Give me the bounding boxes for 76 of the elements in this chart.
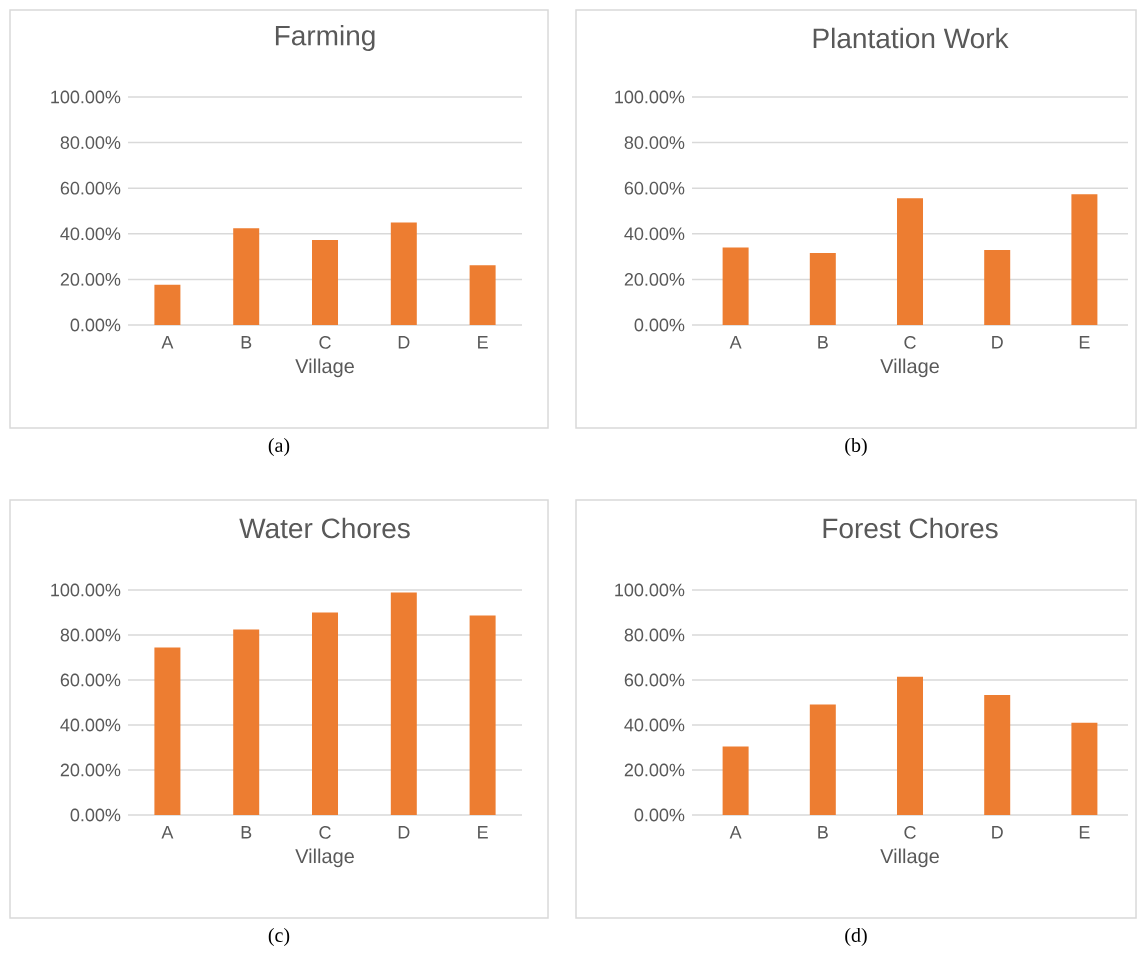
y-tick-label: 0.00%	[634, 318, 685, 332]
x-tick-label: E	[1079, 336, 1090, 349]
bar	[469, 615, 496, 816]
x-tick-label: C	[904, 336, 916, 349]
x-tick-label: B	[818, 826, 828, 839]
bar	[390, 222, 417, 326]
bar	[809, 253, 836, 326]
x-tick-label: D	[992, 336, 1003, 349]
x-tick-label: A	[161, 826, 174, 839]
y-tick-label: 100.00%	[615, 90, 685, 104]
x-tick-label: B	[241, 336, 252, 349]
text: (c)	[268, 928, 290, 947]
x-tick-label: E	[478, 826, 488, 839]
chart-title: Water Chores	[239, 517, 410, 539]
bar	[1071, 194, 1098, 326]
y-tick-label: 40.00%	[624, 718, 685, 732]
y-tick-label: 40.00%	[60, 718, 121, 732]
x-tick-label: D	[398, 826, 410, 839]
x-tick-label: A	[729, 336, 742, 349]
x-axis-title: Village	[880, 358, 939, 378]
y-tick-label: 20.00%	[60, 273, 121, 286]
y-tick-label: 40.00%	[624, 227, 685, 241]
text: (a)	[268, 438, 290, 457]
y-tick-label: 80.00%	[60, 136, 121, 150]
bar	[722, 247, 749, 326]
y-tick-label: 100.00%	[51, 583, 121, 597]
y-tick-label: 80.00%	[60, 628, 121, 642]
x-tick-label: C	[319, 336, 331, 349]
x-tick-label: A	[729, 826, 742, 839]
chart-title: Plantation Work	[813, 27, 1009, 49]
x-axis-title: Village	[880, 848, 939, 868]
y-tick-label: 100.00%	[51, 90, 121, 104]
bar	[897, 676, 924, 816]
y-tick-label: 60.00%	[624, 181, 685, 195]
chart-title: Farming	[275, 25, 375, 52]
y-tick-label: 60.00%	[60, 673, 121, 687]
x-tick-label: A	[161, 336, 174, 349]
bar	[154, 647, 181, 816]
x-tick-label: B	[241, 826, 252, 839]
y-tick-label: 0.00%	[634, 808, 685, 822]
bar	[312, 612, 339, 816]
chart-title: Forest Chores	[823, 517, 998, 539]
x-axis-title: Village	[295, 848, 354, 868]
y-tick-label: 80.00%	[624, 628, 685, 642]
y-tick-label: 20.00%	[624, 273, 685, 286]
y-tick-label: 60.00%	[60, 181, 121, 195]
y-tick-label: 40.00%	[60, 227, 121, 241]
y-tick-label: 60.00%	[624, 673, 685, 687]
bar	[233, 228, 260, 326]
y-tick-label: 0.00%	[70, 318, 121, 332]
y-tick-label: 100.00%	[615, 583, 685, 597]
bar	[984, 695, 1011, 816]
x-tick-label: D	[398, 336, 410, 349]
bar	[809, 704, 836, 816]
x-tick-label: D	[992, 826, 1003, 839]
bar	[897, 198, 924, 326]
text: (b)	[845, 438, 867, 457]
y-tick-label: 0.00%	[70, 808, 121, 822]
y-tick-label: 20.00%	[60, 763, 121, 777]
bar	[154, 284, 181, 326]
y-tick-label: 20.00%	[624, 763, 685, 777]
x-tick-label: E	[478, 336, 488, 349]
bar	[390, 592, 417, 816]
bar	[469, 265, 496, 326]
x-tick-label: E	[1079, 826, 1090, 839]
bar	[233, 629, 260, 816]
x-tick-label: B	[818, 336, 828, 349]
bar	[312, 240, 339, 326]
bar	[722, 746, 749, 816]
y-tick-label: 80.00%	[624, 136, 685, 150]
text: (d)	[845, 928, 867, 947]
bar	[1071, 722, 1098, 816]
x-axis-title: Village	[295, 358, 354, 378]
x-tick-label: C	[319, 826, 331, 839]
bar	[984, 250, 1011, 326]
x-tick-label: C	[904, 826, 916, 839]
